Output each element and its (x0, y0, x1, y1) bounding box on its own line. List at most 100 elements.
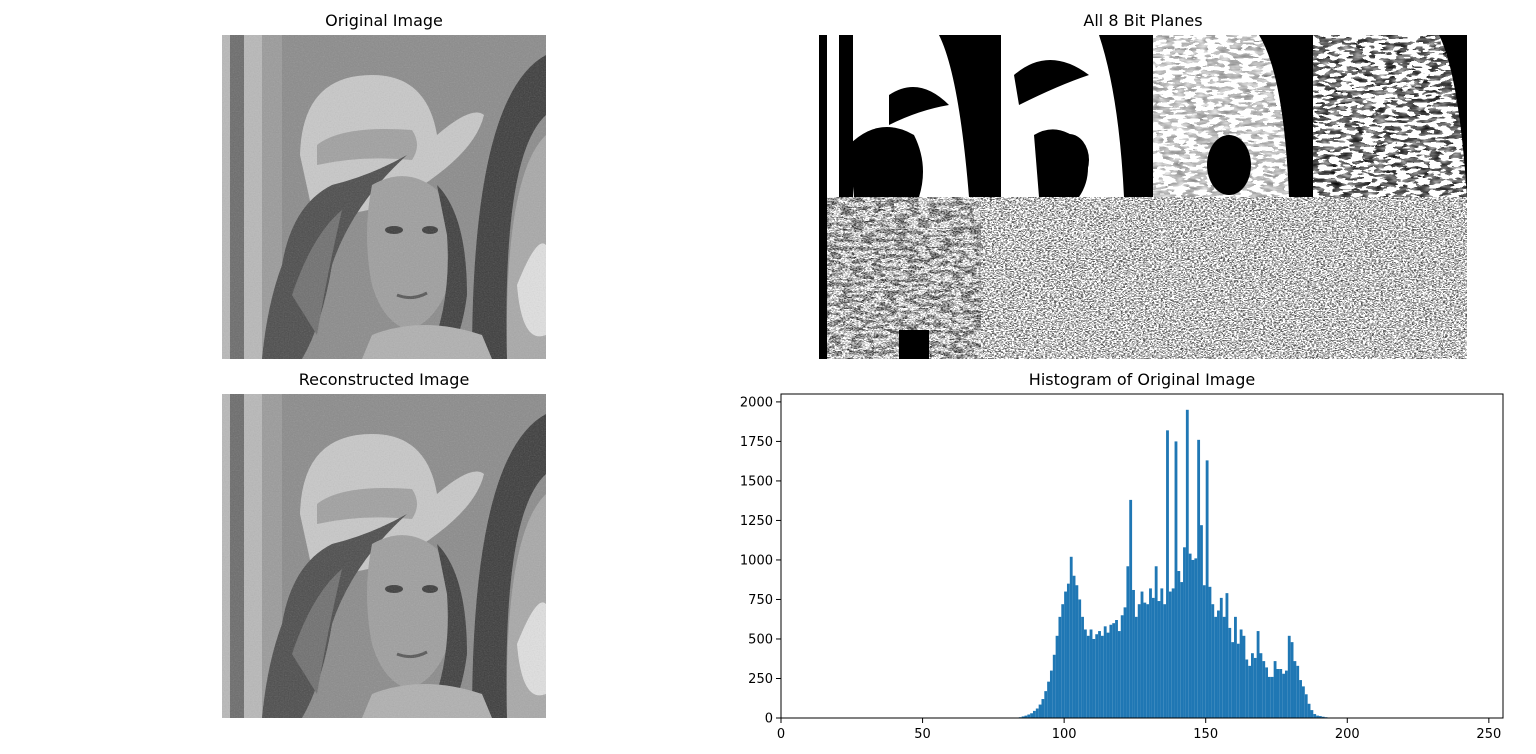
histogram-bar (1044, 691, 1048, 718)
histogram-bar (1123, 607, 1127, 718)
histogram-bar (1064, 591, 1067, 718)
reconstructed-image (222, 394, 546, 718)
x-tick-label: 250 (1476, 727, 1501, 742)
histogram-chart: 0 50 100 150 200 250 0 250 500 750 1000 1250 1500 17… (740, 393, 1504, 742)
histogram-bar (1075, 585, 1079, 718)
histogram-bar (1197, 439, 1201, 718)
histogram-bar (1279, 669, 1283, 718)
x-tick-label: 150 (1193, 727, 1218, 742)
histogram-bar (1086, 635, 1090, 718)
histogram-bar (1205, 460, 1209, 718)
bit-plane-7 (819, 35, 981, 197)
plot-frame (780, 393, 1504, 719)
histogram-bar (1236, 643, 1240, 718)
histogram-bar (1030, 713, 1033, 718)
histogram-title: Histogram of Original Image (1028, 370, 1256, 389)
histogram-bar (1282, 673, 1285, 718)
histogram-bar (1318, 716, 1322, 718)
original-image-title: Original Image (325, 11, 443, 30)
histogram-bar (1021, 716, 1025, 718)
histogram-bar (1160, 588, 1164, 718)
histogram-bar (1083, 629, 1087, 718)
histogram-bar (1270, 676, 1274, 718)
histogram-bar (1290, 642, 1294, 718)
x-axis: 0 50 100 150 200 250 (777, 718, 1501, 742)
histogram-bar (1174, 441, 1178, 718)
y-tick-label: 1250 (740, 514, 773, 529)
histogram-bar (1092, 638, 1096, 718)
y-tick-label: 1500 (740, 474, 773, 489)
histogram-bar (1132, 589, 1135, 718)
histogram-bar (1253, 657, 1257, 718)
histogram-bar (1276, 669, 1280, 718)
y-tick-label: 250 (748, 672, 773, 687)
x-tick-label: 200 (1335, 727, 1360, 742)
histogram-bar (1214, 616, 1218, 718)
histogram-bar (1313, 714, 1317, 718)
histogram-bar (1069, 556, 1073, 718)
histogram-bar (1301, 686, 1305, 718)
histogram-bar (1219, 597, 1223, 718)
histogram-bar (1228, 627, 1232, 718)
histogram-bar (1055, 635, 1059, 718)
histogram-bar (1066, 583, 1070, 718)
histogram-bar (1265, 667, 1268, 718)
histogram-bar (1106, 632, 1110, 718)
reconstructed-image-title: Reconstructed Image (298, 370, 470, 389)
histogram-bar (1100, 635, 1104, 718)
histogram-bar (1041, 699, 1045, 718)
histogram-bar (1032, 710, 1036, 718)
histogram-bar (1177, 571, 1181, 718)
histogram-bar (1047, 681, 1050, 718)
histogram-bar (1157, 601, 1161, 718)
histogram-bar (1089, 629, 1093, 718)
histogram-bar (1112, 623, 1116, 718)
histogram-bar (1194, 558, 1198, 718)
histogram-bar (1027, 714, 1031, 718)
histogram-bar (1256, 631, 1260, 718)
y-tick-label: 0 (765, 712, 773, 727)
histogram-bar (1259, 653, 1263, 718)
histogram-bar (1095, 634, 1099, 718)
histogram-bar (1231, 642, 1235, 718)
histogram-bar (1245, 659, 1249, 718)
histogram-bar (1140, 591, 1144, 718)
histogram-bar (1284, 670, 1288, 718)
histogram-bar (1321, 716, 1325, 718)
histogram-bar (1304, 694, 1308, 718)
histogram-bar (1109, 624, 1113, 718)
histogram-bar (1185, 409, 1189, 718)
histogram-bar (1143, 602, 1147, 718)
histogram-bar (1267, 676, 1271, 718)
histogram-bar (1081, 616, 1084, 718)
bit-plane-6 (981, 35, 1143, 197)
bit-planes-title: All 8 Bit Planes (1083, 11, 1203, 30)
histogram-bar (1293, 661, 1297, 718)
histogram-bar (1061, 604, 1065, 718)
histogram-bar (1120, 615, 1124, 718)
histogram-bar (1154, 566, 1158, 718)
histogram-bar (1180, 582, 1184, 718)
y-axis: 0 250 500 750 1000 1250 1500 1750 2000 (740, 395, 781, 727)
histogram-bar (1234, 616, 1237, 718)
histogram-bar (1299, 680, 1302, 718)
histogram-bar (1103, 626, 1107, 718)
histogram-bar (1239, 629, 1243, 718)
histogram-bar (1183, 547, 1186, 718)
y-tick-label: 1000 (740, 553, 773, 568)
histogram-bar (1151, 597, 1155, 718)
x-tick-label: 0 (777, 727, 785, 742)
histogram-bar (1166, 430, 1169, 718)
histogram-bars (1018, 409, 1334, 718)
histogram-bar (1287, 635, 1291, 718)
histogram-bar (1137, 604, 1141, 718)
bit-plane-4 (1305, 35, 1467, 197)
bit-planes-image (819, 35, 1467, 359)
histogram-bar (1262, 661, 1266, 718)
histogram-bar (1310, 710, 1314, 718)
histogram-bar (1168, 591, 1172, 718)
histogram-bar (1163, 604, 1167, 718)
x-tick-label: 100 (1052, 727, 1077, 742)
histogram-bar (1211, 604, 1215, 718)
y-tick-label: 2000 (740, 395, 773, 410)
